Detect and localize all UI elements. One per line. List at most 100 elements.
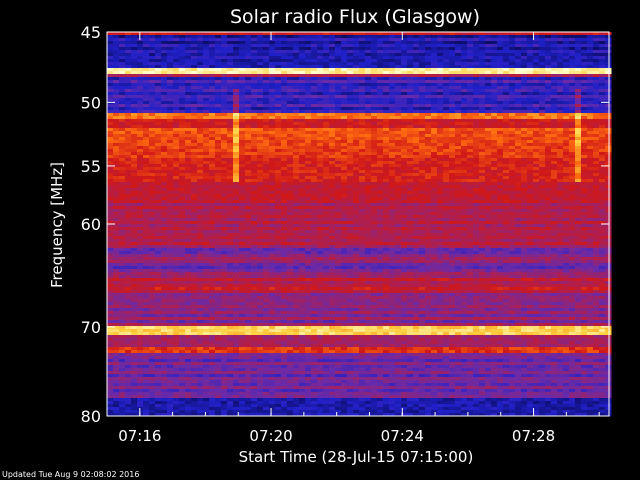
heatmap-cell <box>215 38 222 42</box>
heatmap-cell <box>563 71 570 75</box>
heatmap-cell <box>425 134 432 138</box>
heatmap-cell <box>107 41 114 45</box>
heatmap-cell <box>605 77 612 81</box>
heatmap-cell <box>185 80 192 84</box>
heatmap-cell <box>329 140 336 144</box>
heatmap-cell <box>599 80 606 84</box>
heatmap-cell <box>437 65 444 69</box>
heatmap-cell <box>347 113 354 117</box>
heatmap-cell <box>521 125 528 129</box>
heatmap-cell <box>113 206 120 210</box>
heatmap-cell <box>185 191 192 195</box>
heatmap-cell <box>383 131 390 135</box>
heatmap-cell <box>359 107 366 111</box>
heatmap-cell <box>401 179 408 183</box>
heatmap-cell <box>149 119 156 123</box>
heatmap-cell <box>209 128 216 132</box>
heatmap-cell <box>443 74 450 78</box>
heatmap-cell <box>131 50 138 54</box>
heatmap-cell <box>407 125 414 129</box>
heatmap-cell <box>551 74 558 78</box>
heatmap-cell <box>401 101 408 105</box>
heatmap-cell <box>245 146 252 150</box>
heatmap-cell <box>299 188 306 192</box>
heatmap-cell <box>545 62 552 66</box>
heatmap-cell <box>155 68 162 72</box>
heatmap-cell <box>599 206 606 210</box>
heatmap-cell <box>443 164 450 168</box>
heatmap-cell <box>431 185 438 189</box>
heatmap-cell <box>149 146 156 150</box>
heatmap-cell <box>281 65 288 69</box>
heatmap-cell <box>149 92 156 96</box>
heatmap-cell <box>449 110 456 114</box>
heatmap-cell <box>437 77 444 81</box>
heatmap-cell <box>251 101 258 105</box>
heatmap-cell <box>413 110 420 114</box>
heatmap-cell <box>299 104 306 108</box>
heatmap-cell <box>227 182 234 186</box>
heatmap-cell <box>275 50 282 54</box>
heatmap-cell <box>401 89 408 93</box>
heatmap-cell <box>275 80 282 84</box>
heatmap-cell <box>365 161 372 165</box>
heatmap-cell <box>485 146 492 150</box>
heatmap-cell <box>209 125 216 129</box>
heatmap-cell <box>299 50 306 54</box>
heatmap-cell <box>551 182 558 186</box>
heatmap-cell <box>383 41 390 45</box>
heatmap-cell <box>443 86 450 90</box>
heatmap-cell <box>113 101 120 105</box>
heatmap-cell <box>155 170 162 174</box>
heatmap-cell <box>131 158 138 162</box>
heatmap-cell <box>131 101 138 105</box>
heatmap-cell <box>167 158 174 162</box>
heatmap-cell <box>137 197 144 201</box>
heatmap-cell <box>515 59 522 63</box>
heatmap-cell <box>323 194 330 198</box>
heatmap-cell <box>509 98 516 102</box>
heatmap-cell <box>119 50 126 54</box>
heatmap-cell <box>371 203 378 207</box>
heatmap-cell <box>197 92 204 96</box>
heatmap-cell <box>221 176 228 180</box>
heatmap-cell <box>143 95 150 99</box>
heatmap-cell <box>167 119 174 123</box>
heatmap-cell <box>215 44 222 48</box>
heatmap-cell <box>365 194 372 198</box>
heatmap-cell <box>401 143 408 147</box>
heatmap-cell <box>239 200 246 204</box>
heatmap-cell <box>263 110 270 114</box>
heatmap-cell <box>407 65 414 69</box>
heatmap-cell <box>215 101 222 105</box>
heatmap-cell <box>425 95 432 99</box>
heatmap-cell <box>173 182 180 186</box>
heatmap-cell <box>209 95 216 99</box>
heatmap-cell <box>137 143 144 147</box>
heatmap-cell <box>329 38 336 42</box>
heatmap-cell <box>497 65 504 69</box>
heatmap-cell <box>575 50 582 54</box>
heatmap-cell <box>353 77 360 81</box>
heatmap-cell <box>305 128 312 132</box>
heatmap-cell <box>539 137 546 141</box>
heatmap-cell <box>113 86 120 90</box>
heatmap-cell <box>263 209 270 213</box>
heatmap-cell <box>209 35 216 39</box>
heatmap-cell <box>365 65 372 69</box>
heatmap-cell <box>539 179 546 183</box>
heatmap-cell <box>563 200 570 204</box>
heatmap-cell <box>395 110 402 114</box>
heatmap-cell <box>443 131 450 135</box>
heatmap-cell <box>527 170 534 174</box>
heatmap-cell <box>155 101 162 105</box>
heatmap-cell <box>269 176 276 180</box>
heatmap-cell <box>587 71 594 75</box>
heatmap-cell <box>167 89 174 93</box>
heatmap-cell <box>173 83 180 87</box>
heatmap-cell <box>527 32 534 36</box>
heatmap-cell <box>317 158 324 162</box>
heatmap-cell <box>239 32 246 36</box>
heatmap-cell <box>329 41 336 45</box>
heatmap-cell <box>599 119 606 123</box>
